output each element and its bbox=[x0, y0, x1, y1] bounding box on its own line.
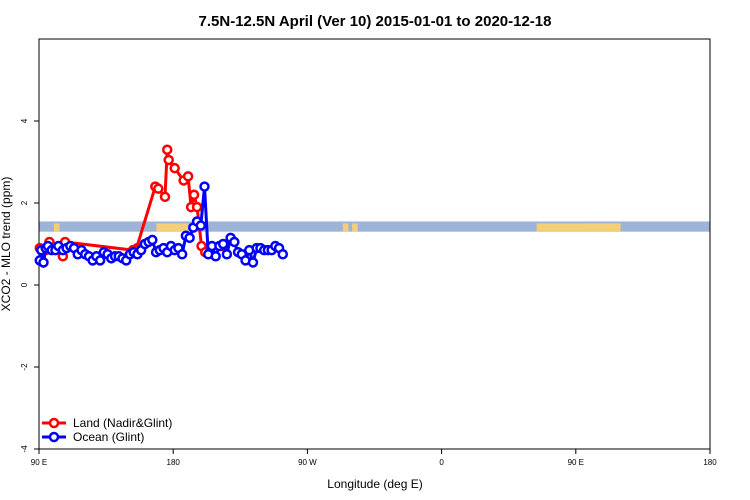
data-point bbox=[176, 249, 188, 260]
y-tick-label: 0 bbox=[20, 282, 29, 287]
x-tick-label: 90 E bbox=[31, 458, 47, 467]
chart-title: 7.5N-12.5N April (Ver 10) 2015-01-01 to … bbox=[199, 13, 552, 30]
series-1 bbox=[34, 181, 289, 268]
data-point bbox=[184, 232, 195, 244]
data-point bbox=[199, 181, 210, 192]
land-ocean-band bbox=[39, 221, 710, 232]
land-patch bbox=[162, 223, 189, 232]
legend-land-label: Land (Nadir&Glint) bbox=[73, 416, 172, 430]
data-point bbox=[191, 201, 203, 213]
land-patch bbox=[342, 223, 349, 232]
ocean-band bbox=[39, 221, 710, 232]
y-tick-label: -4 bbox=[20, 445, 29, 453]
data-point bbox=[38, 257, 49, 268]
land-patch bbox=[53, 223, 60, 232]
data-point bbox=[217, 238, 229, 250]
legend: Land (Nadir&Glint) Ocean (Glint) bbox=[42, 416, 172, 444]
data-point bbox=[277, 249, 289, 260]
x-axis-ticks: 90 E 180 90 W 0 90 E 180 bbox=[31, 449, 717, 467]
y-tick-label: -2 bbox=[20, 363, 29, 371]
data-point bbox=[94, 255, 106, 266]
x-tick-label: 0 bbox=[439, 458, 444, 467]
x-tick-label: 180 bbox=[703, 458, 717, 467]
data-point bbox=[182, 171, 194, 182]
y-tick-label: 2 bbox=[20, 200, 29, 205]
legend-ocean-marker bbox=[48, 431, 60, 443]
data-point bbox=[188, 189, 200, 201]
data-point bbox=[169, 162, 180, 174]
data-point bbox=[247, 257, 259, 268]
y-axis-label: XCO2 - MLO trend (ppm) bbox=[0, 177, 13, 312]
y-axis-ticks: -4 -2 0 2 4 bbox=[20, 118, 39, 453]
data-point bbox=[229, 236, 240, 248]
data-point bbox=[161, 144, 173, 155]
x-tick-label: 90 E bbox=[568, 458, 584, 467]
data-point bbox=[195, 220, 207, 231]
data-point bbox=[210, 251, 221, 262]
legend-ocean-label: Ocean (Glint) bbox=[73, 430, 144, 444]
data-point bbox=[159, 191, 171, 203]
series-layer bbox=[34, 144, 289, 268]
land-patch bbox=[352, 223, 358, 232]
x-tick-label: 90 W bbox=[298, 458, 317, 467]
y-tick-label: 4 bbox=[20, 118, 29, 123]
data-point bbox=[153, 183, 164, 194]
land-patch bbox=[156, 223, 164, 232]
data-point bbox=[163, 154, 174, 166]
legend-land-marker bbox=[48, 417, 60, 429]
data-point bbox=[147, 234, 158, 246]
x-axis-label: Longitude (deg E) bbox=[327, 477, 422, 491]
data-point bbox=[221, 249, 233, 260]
land-patches bbox=[53, 223, 621, 232]
x-tick-label: 180 bbox=[167, 458, 181, 467]
land-patch bbox=[536, 223, 617, 232]
land-patch bbox=[586, 223, 621, 232]
